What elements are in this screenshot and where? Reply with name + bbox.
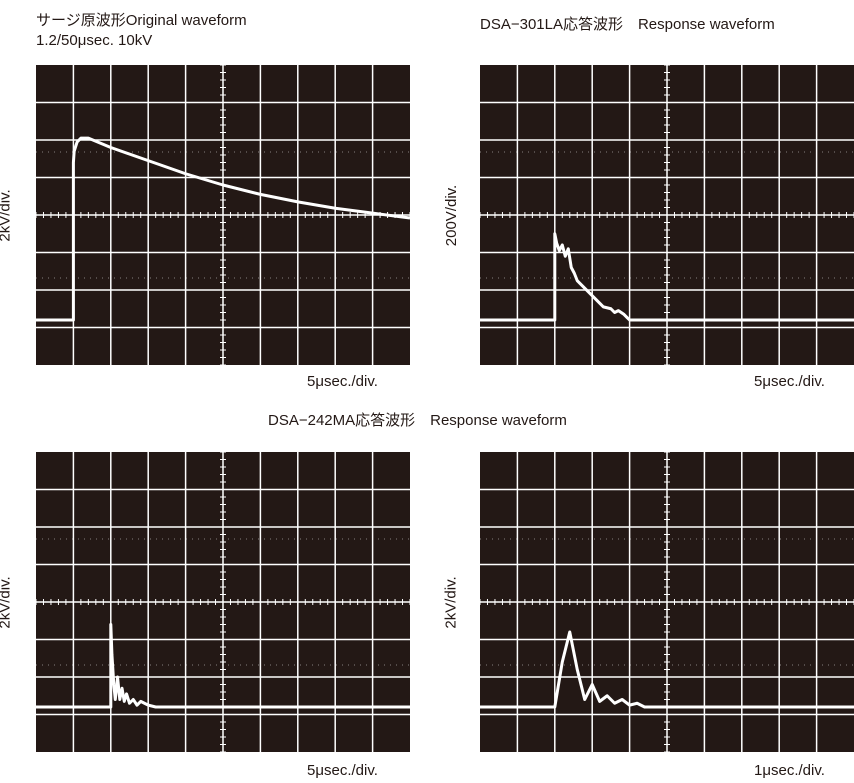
scope-dsa-242ma-left-xlabel: 5μsec./div. xyxy=(307,762,378,779)
scope-original-xlabel: 5μsec./div. xyxy=(307,373,378,390)
original-waveform-subtitle: 1.2/50μsec. 10kV xyxy=(36,32,153,49)
scope-dsa-301la-ylabel: 200V/div. xyxy=(443,184,461,247)
scope-dsa-242ma-right xyxy=(480,452,854,752)
scope-dsa-301la-plot xyxy=(480,65,854,365)
scope-original-plot xyxy=(36,65,410,365)
original-waveform-title: サージ原波形Original waveform xyxy=(36,12,247,29)
scope-dsa-301la xyxy=(480,65,854,365)
scope-dsa-242ma-right-ylabel: 2kV/div. xyxy=(442,576,460,629)
scope-original xyxy=(36,65,410,365)
waveform-trace xyxy=(36,136,410,322)
waveform-trace xyxy=(480,232,854,322)
scope-dsa-242ma-right-plot xyxy=(480,452,854,752)
graticule xyxy=(480,65,854,365)
dsa-301la-title: DSA−301LA応答波形 Response waveform xyxy=(480,16,775,33)
waveform-trace xyxy=(36,623,410,709)
scope-dsa-242ma-left-ylabel: 2kV/div. xyxy=(0,576,14,629)
scope-dsa-242ma-left xyxy=(36,452,410,752)
graticule xyxy=(36,65,410,365)
scope-dsa-301la-xlabel: 5μsec./div. xyxy=(754,373,825,390)
waveform-trace xyxy=(480,630,854,709)
dsa-242ma-title: DSA−242MA応答波形 Response waveform xyxy=(268,412,567,429)
scope-dsa-242ma-left-plot xyxy=(36,452,410,752)
scope-dsa-242ma-right-xlabel: 1μsec./div. xyxy=(754,762,825,779)
scope-original-ylabel: 2kV/div. xyxy=(0,189,14,242)
